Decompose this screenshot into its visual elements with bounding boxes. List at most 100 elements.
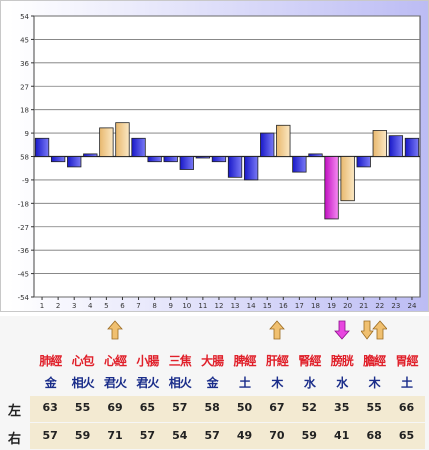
element-name: 君火	[136, 376, 159, 390]
right-side-label: 右	[8, 432, 22, 447]
meridian-name: 心經	[103, 354, 127, 368]
y-tick-label: -18	[18, 200, 29, 208]
bar-9	[163, 156, 178, 163]
arrow-up-icon	[261, 316, 293, 344]
x-tick-label: 14	[247, 302, 256, 310]
right-value: 68	[357, 424, 391, 448]
meridian-name: 膽經	[363, 354, 386, 368]
meridian-name: 膀胱	[330, 354, 354, 368]
y-tick-label: 58	[20, 154, 29, 162]
element-name: 金	[206, 376, 219, 390]
x-tick-label: 24	[407, 302, 416, 310]
arrow-slot	[66, 316, 98, 344]
x-tick-label: 20	[343, 302, 352, 310]
element-name: 相火	[168, 376, 192, 390]
x-tick-label: 10	[182, 302, 191, 310]
meridian-name: 三焦	[168, 354, 192, 368]
element-name: 土	[239, 376, 251, 390]
y-tick-label: 18	[20, 107, 29, 115]
right-value-row: 57 59 71 57 54 57 49 70 59 41 68 65	[34, 424, 423, 448]
left-value: 69	[98, 396, 132, 420]
bar-7	[131, 137, 146, 157]
bar-1	[34, 137, 50, 157]
bar-12	[211, 156, 227, 163]
x-tick-label: 3	[72, 302, 76, 310]
y-tick-label: 9	[25, 130, 29, 138]
meridian-name: 胃經	[395, 354, 418, 368]
left-value: 65	[131, 396, 164, 420]
arrow-slot	[390, 316, 422, 344]
x-tick-label: 22	[375, 302, 384, 310]
y-tick-label: -36	[18, 247, 30, 255]
x-tick-label: 7	[136, 302, 140, 310]
bar-4	[83, 153, 98, 157]
bar-5	[99, 127, 114, 157]
bar-22	[372, 130, 387, 157]
right-value: 65	[390, 424, 423, 448]
bar-10	[179, 156, 194, 170]
bar-15	[260, 132, 275, 157]
left-value-row: 63 55 69 65 57 58 50 67 52 35 55 66	[34, 396, 423, 420]
left-value: 35	[325, 396, 358, 420]
element-name: 木	[271, 376, 283, 390]
bar-17	[292, 156, 307, 173]
x-tick-label: 18	[311, 302, 320, 310]
x-tick-label: 12	[214, 302, 223, 310]
element-name: 金	[44, 376, 57, 390]
x-tick-label: 23	[391, 302, 400, 310]
left-value: 52	[293, 396, 326, 420]
right-value: 54	[163, 424, 196, 448]
x-tick-label: 15	[263, 302, 272, 310]
x-tick-label: 5	[104, 302, 108, 310]
meridian-name: 心包	[71, 354, 95, 368]
left-value: 58	[195, 396, 229, 420]
y-tick-label: -54	[18, 294, 30, 302]
meridian-name: 肺經	[39, 354, 62, 368]
arrow-down-icon	[326, 316, 358, 344]
bar-24	[404, 137, 420, 157]
left-value: 67	[260, 396, 294, 420]
bar-3	[67, 156, 82, 168]
element-name: 木	[368, 376, 381, 390]
bar-21	[356, 156, 371, 168]
element-name: 土	[400, 376, 413, 390]
meridian-name: 大腸	[201, 354, 224, 368]
arrow-slot	[293, 316, 325, 344]
x-tick-label: 2	[56, 302, 60, 310]
meridian-name: 小腸	[136, 354, 159, 368]
y-tick-label: -27	[18, 224, 29, 232]
right-value: 57	[195, 424, 229, 448]
right-value: 57	[131, 424, 164, 448]
bar-19	[324, 156, 339, 220]
x-tick-label: 8	[152, 302, 156, 310]
x-tick-label: 17	[295, 302, 304, 310]
bar-23	[388, 135, 404, 157]
x-tick-label: 6	[120, 302, 125, 310]
arrow-slot	[34, 316, 66, 344]
bar-18	[308, 153, 323, 157]
bar-2	[50, 156, 66, 163]
meridian-name-row: 肺經 心包 心經 小腸 三焦 大腸 脾經 肝經 腎經 膀胱 膽經 胃經	[34, 352, 423, 369]
right-value: 41	[325, 424, 358, 448]
y-tick-label: -45	[18, 271, 29, 279]
right-value: 59	[66, 424, 99, 448]
bar-8	[147, 156, 162, 163]
arrow-updown-icon	[358, 316, 390, 344]
right-value: 71	[98, 424, 132, 448]
x-tick-label: 16	[279, 302, 288, 310]
bar-11	[195, 156, 211, 159]
x-tick-label: 4	[88, 302, 93, 310]
left-value: 55	[66, 396, 99, 420]
y-tick-label: 27	[20, 83, 29, 91]
left-value: 66	[390, 396, 423, 420]
arrow-slot	[164, 316, 196, 344]
arrow-slot	[228, 316, 260, 344]
left-value: 50	[228, 396, 261, 420]
x-tick-label: 21	[359, 302, 368, 310]
x-tick-label: 11	[198, 302, 207, 310]
x-tick-label: 13	[231, 302, 240, 310]
bar-6	[115, 122, 130, 157]
right-value: 57	[34, 424, 67, 448]
meridian-name: 腎經	[298, 354, 321, 368]
